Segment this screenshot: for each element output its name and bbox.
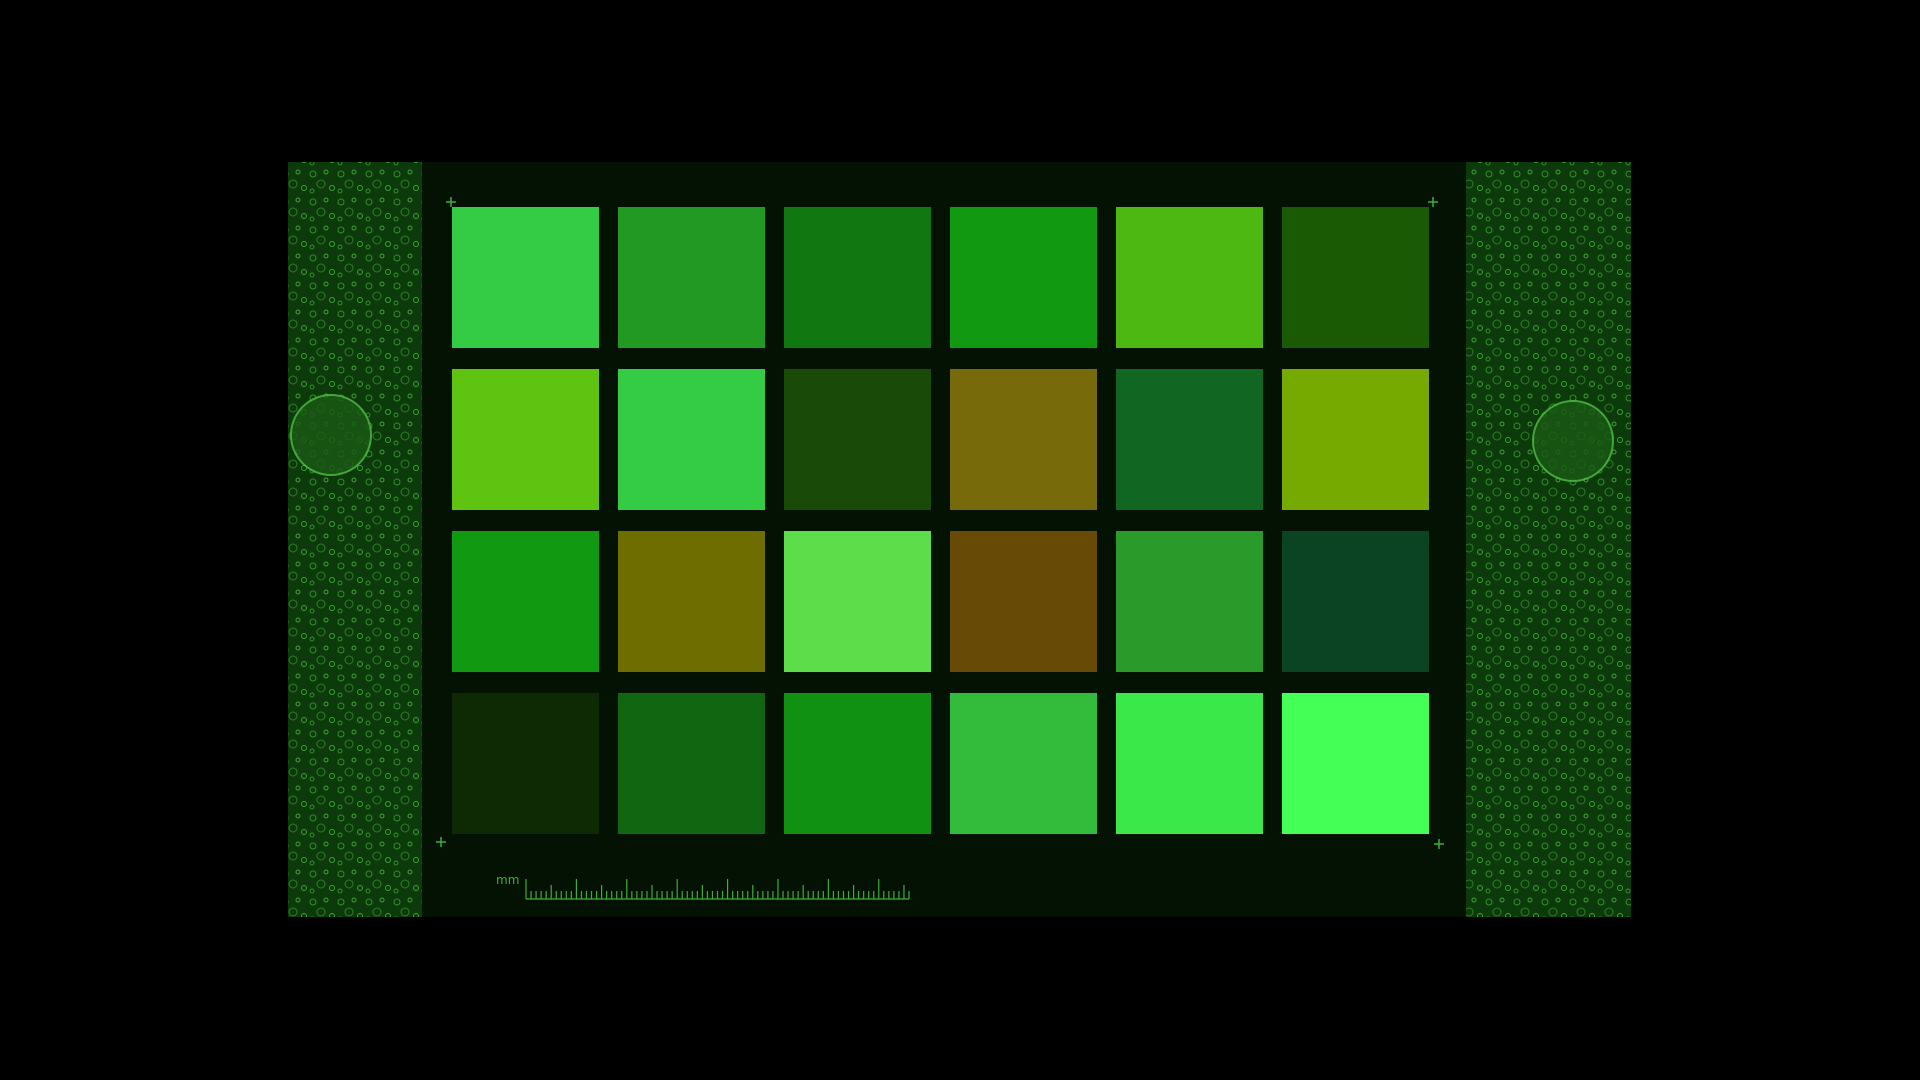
- color-patch: [1116, 693, 1263, 834]
- color-patch: [618, 531, 765, 672]
- color-patch: [1116, 531, 1263, 672]
- color-patch: [1282, 693, 1429, 834]
- color-patch: [1116, 369, 1263, 510]
- color-patch: [618, 207, 765, 348]
- color-patch: [452, 207, 599, 348]
- color-patch: [1282, 531, 1429, 672]
- color-patch: [950, 369, 1097, 510]
- color-patch: [452, 693, 599, 834]
- color-patch: [784, 207, 931, 348]
- crosshairs: [436, 197, 1444, 849]
- scale-label: mm: [496, 873, 519, 887]
- right-circle: [1532, 400, 1614, 482]
- color-patch: [950, 531, 1097, 672]
- color-patch: [1116, 207, 1263, 348]
- color-patch: [452, 531, 599, 672]
- color-patch: [784, 369, 931, 510]
- patch-grid: [452, 207, 1429, 834]
- color-patch: [950, 693, 1097, 834]
- color-patch: [452, 369, 599, 510]
- left-strip: [288, 162, 422, 917]
- color-patch: [950, 207, 1097, 348]
- color-patch: [618, 693, 765, 834]
- right-strip: [1466, 162, 1631, 917]
- color-patch: [1282, 369, 1429, 510]
- ruler: [525, 879, 910, 900]
- color-patch: [784, 531, 931, 672]
- color-patch: [618, 369, 765, 510]
- left-circle: [290, 394, 372, 476]
- color-patch: [1282, 207, 1429, 348]
- color-patch: [784, 693, 931, 834]
